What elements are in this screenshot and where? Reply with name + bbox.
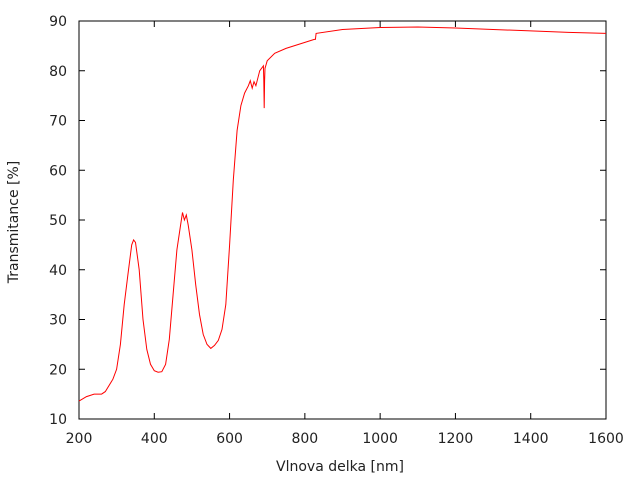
y-tick-label: 40 xyxy=(49,263,67,279)
x-tick-label: 1000 xyxy=(362,431,398,447)
x-tick-label: 200 xyxy=(66,431,93,447)
x-tick-label: 600 xyxy=(216,431,243,447)
x-tick-label: 800 xyxy=(291,431,318,447)
series-line xyxy=(78,26,607,402)
y-tick-label: 30 xyxy=(49,313,67,329)
y-tick-label: 80 xyxy=(49,64,67,80)
x-tick-label: 1600 xyxy=(588,431,624,447)
x-tick-label: 1200 xyxy=(438,431,474,447)
y-tick-label: 70 xyxy=(49,114,67,130)
y-tick-label: 20 xyxy=(49,362,67,378)
y-tick-label: 60 xyxy=(49,163,67,179)
x-axis-label: Vlnova delka [nm] xyxy=(276,459,404,475)
x-tick-label: 400 xyxy=(141,431,168,447)
y-tick-label: 90 xyxy=(49,14,67,30)
y-axis-label: Transmitance [%] xyxy=(6,161,22,284)
y-tick-label: 50 xyxy=(49,213,67,229)
plot-frame xyxy=(78,20,607,420)
x-tick-label: 1400 xyxy=(513,431,549,447)
y-tick-label: 10 xyxy=(49,412,67,428)
